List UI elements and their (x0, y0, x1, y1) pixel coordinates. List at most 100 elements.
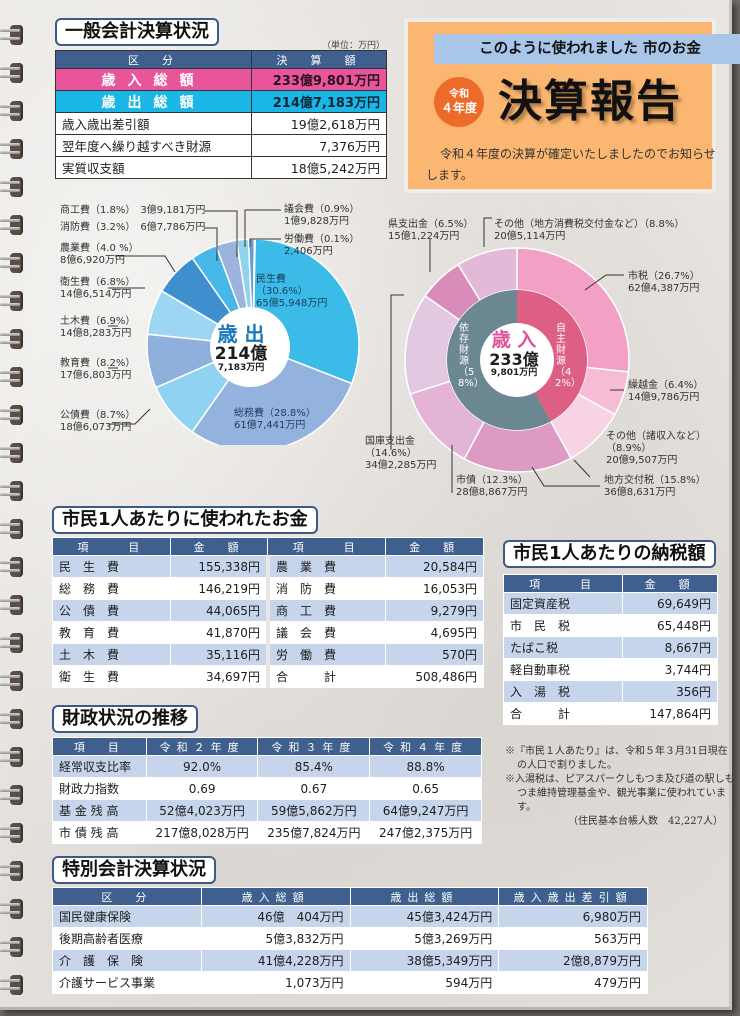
table-cell: 356円 (622, 680, 718, 703)
per-capita-tax-title: 市民1人あたりの納税額 (503, 540, 716, 568)
table-row: 市 民 税 65,448円 (502, 614, 718, 637)
label-shobo: 消防費（3.2%） 6億7,786万円 (60, 222, 206, 233)
row-value: 18億5,242万円 (251, 156, 387, 179)
table-cell: 労 働 費 (267, 643, 387, 666)
table-cell: 235億7,824万円 (257, 821, 371, 844)
inner-ring-0 (517, 290, 587, 422)
leader-line (205, 227, 218, 261)
table-cell: 0.65 (369, 777, 482, 800)
spiral-ring-icon (0, 328, 26, 352)
table-cell: 教 育 費 (52, 621, 171, 644)
leader-line (249, 238, 281, 247)
spiral-ring-icon (0, 24, 26, 48)
col-header: 金 額 (622, 574, 718, 593)
label-other-misc: その他（諸収入など） （8.9%） 20億9,507万円 (606, 431, 706, 466)
per-capita-tax-table: 項 目金 額固定資産税 69,649円市 民 税 65,448円 たばこ税 8,667円… (502, 574, 718, 725)
spiral-ring-icon (0, 214, 26, 238)
spiral-ring-icon (0, 898, 26, 922)
table-cell: 59億5,862万円 (257, 799, 371, 822)
per-capita-spend-table: 項 目金 額項 目金 額民 生 費 155,338円農 業 費 20,584円総 務… (52, 537, 484, 688)
table-cell: 0.67 (257, 777, 371, 800)
spiral-ring-icon (0, 556, 26, 580)
leader-line (573, 459, 591, 478)
table-cell: 介護サービス事業 (52, 971, 202, 994)
table-cell: 35,116円 (169, 643, 270, 666)
table-cell: 消 防 費 (267, 577, 387, 600)
col-header: 区 分 (52, 887, 202, 906)
table-row: 衛 生 費 34,697円合 計 508,486円 (52, 665, 484, 688)
table-cell: 公 債 費 (52, 599, 171, 622)
table-cell: 2億8,879万円 (498, 949, 648, 972)
table-cell: 146,219円 (169, 577, 270, 600)
table-row: 公 債 費 44,065円商 工 費 9,279円 (52, 599, 484, 622)
label-shizei: 市税（26.7%） 62億4,387万円 (628, 271, 700, 294)
table-row: 土 木 費 35,116円労 働 費 570円 (52, 643, 484, 666)
label-somu: 総務費（28.8%） 61億7,441万円 (234, 408, 316, 431)
spiral-ring-icon (0, 442, 26, 466)
leader-line (108, 408, 151, 425)
col-header: 歳出総額 (349, 887, 500, 906)
unit-label: （単位：万円） (322, 41, 386, 51)
label-kurikoshi: 繰越金（6.4%） 14億9,786万円 (628, 380, 704, 403)
report-title: 決算報告 (498, 76, 682, 127)
general-account-table: 区 分 決 算 額 歳入総額 233億9,801万円 歳出総額 214億7,18… (55, 50, 387, 179)
table-cell: 経常収支比率 (52, 755, 147, 778)
table-cell: 217億8,028万円 (145, 821, 259, 844)
table-cell: 20,584円 (385, 555, 484, 578)
table-row: 軽自動車税 3,744円 (502, 658, 718, 681)
expense-center-hole (210, 307, 290, 387)
label-minsei: 民生費 （30.6%） 65億5,948万円 (256, 274, 328, 309)
table-cell: 5億3,832万円 (200, 927, 351, 950)
row-label: 歳入歳出差引額 (55, 112, 252, 135)
table-row: 実質収支額 18億5,242万円 (55, 156, 387, 179)
spiral-ring-icon (0, 974, 26, 998)
table-cell: 合 計 (502, 702, 624, 725)
report-banner: このように使われました 市のお金 (434, 34, 740, 64)
revenue-total-value: 233億9,801万円 (251, 68, 387, 91)
revenue-total-label: 歳入総額 (55, 68, 252, 91)
table-row: 財政力指数 0.69 0.67 0.65 (52, 777, 482, 800)
table-row: 翌年度へ繰り越すべき財源 7,376万円 (55, 134, 387, 157)
table-row: 後期高齢者医療 5億3,832万円 5億3,269万円 563万円 (52, 927, 648, 950)
table-cell: 38億5,349万円 (349, 949, 500, 972)
spiral-ring-icon (0, 176, 26, 200)
table-cell: 商 工 費 (267, 599, 387, 622)
table-cell: 85.4% (257, 755, 371, 778)
table-cell: 479万円 (498, 971, 648, 994)
table-cell: 41,870円 (169, 621, 270, 644)
col-header: 項 目 (52, 737, 147, 756)
footnotes: ※『市民１人あたり』は、令和５年３月31日現在の人口で割りました。 ※入湯税は、… (505, 745, 735, 829)
spiral-ring-icon (0, 860, 26, 884)
inner-ring-1 (447, 290, 551, 430)
table-cell: 市 債 残 高 (52, 821, 147, 844)
label-shisai: 市債（12.3%） 28億8,867万円 (456, 475, 528, 498)
col-header: 金 額 (385, 537, 484, 556)
spiral-ring-icon (0, 784, 26, 808)
table-row: 入 湯 税 356円 (502, 680, 718, 703)
spiral-ring-icon (0, 480, 26, 504)
table-row: 教 育 費 41,870円議 会 費 4,695円 (52, 621, 484, 644)
label-eisei: 衛生費（6.8%） 14億6,514万円 (60, 277, 136, 300)
label-other-local: その他（地方消費税交付金など）（8.8%） 20億5,114万円 (494, 219, 685, 242)
table-row: 歳入歳出差引額 19億2,618万円 (55, 112, 387, 135)
footnote-population-basis: ※『市民１人あたり』は、令和５年３月31日現在の人口で割りました。 (505, 746, 728, 771)
label-kosai: 公債費（8.7%） 18億6,073万円 (60, 410, 136, 433)
spiral-ring-icon (0, 594, 26, 618)
expense-center: 歳 出 214億 7,183万円 (214, 322, 268, 373)
spiral-ring-icon (0, 822, 26, 846)
revenue-center: 歳 入 233億 9,801万円 (489, 329, 539, 378)
revenue-total-row: 歳入総額 233億9,801万円 (55, 68, 387, 91)
badge-era: 令和 (449, 89, 469, 100)
expense-pie-chart (108, 209, 360, 445)
spiral-ring-icon (0, 252, 26, 276)
table-cell: 34,697円 (169, 665, 270, 688)
table-row: たばこ税 8,667円 (502, 636, 718, 659)
row-label: 実質収支額 (55, 156, 252, 179)
table-cell: 44,065円 (169, 599, 270, 622)
label-ken: 県支出金（6.5%） 15億1,224万円 (388, 219, 474, 242)
spiral-ring-icon (0, 404, 26, 428)
fiscal-trend-title: 財政状況の推移 (52, 705, 198, 733)
label-gikai: 議会費（0.9%） 1億9,828万円 (284, 204, 360, 227)
table-row: 民 生 費 155,338円農 業 費 20,584円 (52, 555, 484, 578)
table-cell: 6,980万円 (498, 905, 648, 928)
